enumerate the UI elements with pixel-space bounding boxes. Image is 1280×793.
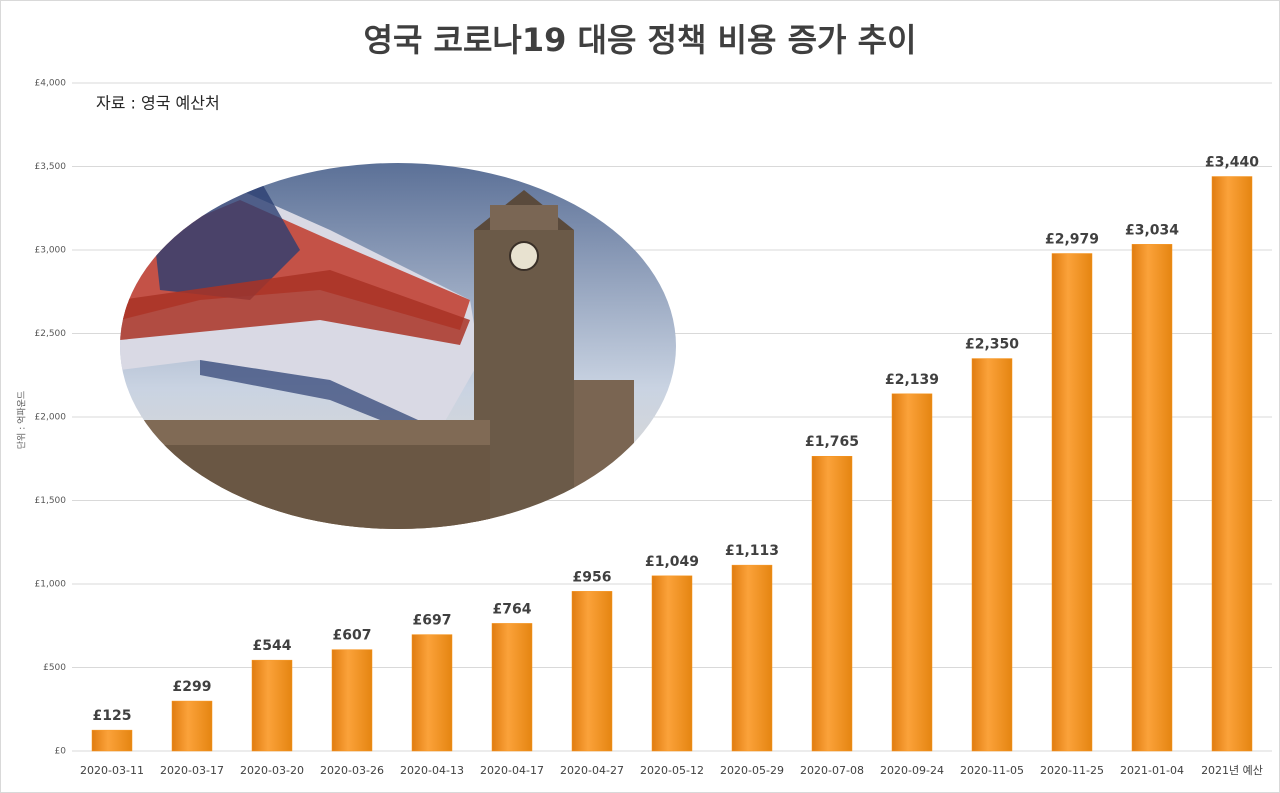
- x-tick-label: 2020-03-20: [240, 764, 304, 777]
- bar: [331, 649, 373, 752]
- x-tick-label: 2020-04-17: [480, 764, 544, 777]
- bar: [891, 393, 933, 752]
- value-label: £697: [413, 613, 452, 629]
- value-label: £544: [253, 638, 292, 654]
- value-label: £125: [93, 708, 132, 724]
- chart-title: 영국 코로나19 대응 정책 비용 증가 추이: [364, 21, 917, 59]
- bar: [1051, 253, 1093, 752]
- y-tick-label: £4,000: [35, 79, 67, 89]
- x-tick-label: 2020-11-05: [960, 764, 1024, 777]
- value-label: £764: [493, 601, 532, 617]
- value-label: £956: [573, 569, 612, 585]
- value-label: £2,350: [965, 337, 1019, 353]
- x-tick-label: 2020-03-17: [160, 764, 224, 777]
- value-label: £2,979: [1045, 232, 1099, 248]
- x-tick-label: 2020-09-24: [880, 764, 944, 777]
- x-tick-label: 2020-05-29: [720, 764, 784, 777]
- x-tick-label: 2020-04-13: [400, 764, 464, 777]
- bar: [651, 575, 693, 752]
- y-tick-label: £2,000: [35, 413, 67, 423]
- value-label: £1,113: [725, 543, 779, 559]
- photo: [120, 163, 676, 529]
- bar: [251, 659, 293, 752]
- y-tick-label: £1,500: [35, 496, 67, 506]
- value-label: £299: [173, 679, 212, 695]
- bar: [571, 591, 613, 752]
- value-label: £607: [333, 628, 372, 644]
- x-tick-label: 2020-07-08: [800, 764, 864, 777]
- x-tick-label: 2020-03-11: [80, 764, 144, 777]
- bar: [491, 623, 533, 752]
- y-tick-label: £2,500: [35, 329, 67, 339]
- y-axis-label: 단위 : 억파운드: [16, 391, 28, 449]
- y-tick-label: £0: [55, 747, 67, 757]
- x-tick-label: 2021년 예산: [1201, 764, 1263, 777]
- bar: [1211, 176, 1253, 752]
- bar: [731, 564, 773, 752]
- x-tick-label: 2021-01-04: [1120, 764, 1184, 777]
- bar: [971, 358, 1013, 752]
- x-tick-label: 2020-04-27: [560, 764, 624, 777]
- bar: [411, 634, 453, 752]
- bar: [811, 455, 853, 752]
- value-label: £1,765: [805, 434, 859, 450]
- bar: [1131, 244, 1173, 752]
- x-tick-label: 2020-03-26: [320, 764, 384, 777]
- source-note: 자료 : 영국 예산처: [96, 94, 220, 113]
- y-tick-label: £1,000: [35, 580, 67, 590]
- bar: [91, 729, 133, 752]
- value-label: £1,049: [645, 554, 699, 570]
- y-tick-label: £3,500: [35, 162, 67, 172]
- value-label: £3,440: [1205, 155, 1259, 171]
- value-label: £2,139: [885, 372, 939, 388]
- y-tick-label: £500: [43, 663, 66, 673]
- value-label: £3,034: [1125, 222, 1179, 238]
- y-tick-label: £3,000: [35, 246, 67, 256]
- x-tick-label: 2020-05-12: [640, 764, 704, 777]
- bar: [171, 700, 213, 752]
- x-tick-label: 2020-11-25: [1040, 764, 1104, 777]
